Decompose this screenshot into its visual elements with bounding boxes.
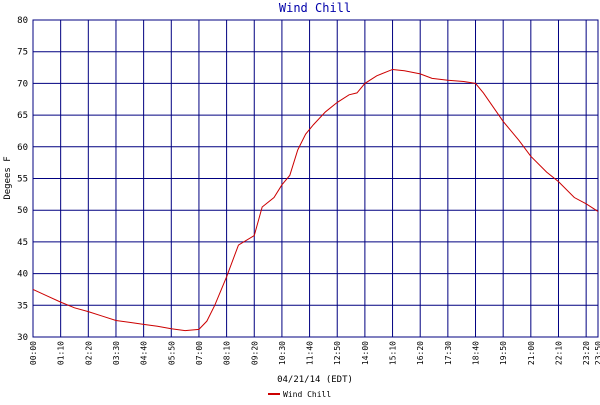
line — [32, 68, 599, 332]
x-tick-label: 01:10 — [57, 341, 66, 365]
x-tick-label: 11:40 — [306, 341, 315, 365]
x-tick-label: 18:40 — [472, 341, 481, 365]
x-tick-label: 14:00 — [361, 341, 370, 365]
y-tick-label: 75 — [17, 48, 28, 58]
legend-label: Wind Chill — [283, 390, 331, 399]
y-axis-label: Degees F — [3, 156, 13, 199]
y-tick-label: 80 — [17, 16, 28, 26]
x-tick-label: 04:40 — [140, 341, 149, 365]
x-tick-label: 00:00 — [29, 341, 38, 365]
x-tick-label: 03:30 — [112, 341, 121, 365]
x-tick-label: 21:00 — [527, 341, 536, 365]
x-tick-label: 17:30 — [444, 341, 453, 365]
x-tick-label: 09:20 — [250, 341, 259, 365]
y-tick-label: 60 — [17, 143, 28, 153]
x-tick-label: 10:30 — [278, 341, 287, 365]
x-tick-label: 05:50 — [167, 341, 176, 365]
y-tick-label: 50 — [17, 206, 28, 216]
x-tick-label: 22:10 — [554, 341, 563, 365]
y-tick-label: 35 — [17, 301, 28, 311]
plot-frame — [32, 19, 599, 338]
y-tick-label: 65 — [17, 111, 28, 121]
y-tick-label: 30 — [17, 333, 28, 343]
x-tick-label: 15:10 — [389, 341, 398, 365]
x-tick-label: 02:20 — [84, 341, 93, 365]
x-tick-label: 19:50 — [499, 341, 508, 365]
x-axis-label: 04/21/14 (EDT) — [277, 375, 353, 385]
x-tick-label: 12:50 — [333, 341, 342, 365]
y-tick-label: 45 — [17, 238, 28, 248]
x-tick-label: 23:20 — [582, 341, 591, 365]
y-tick-label: 55 — [17, 175, 28, 185]
x-tick-label: 23:50 — [594, 341, 600, 365]
x-tick-label: 08:10 — [223, 341, 232, 365]
chart-title: Wind Chill — [279, 1, 351, 15]
y-tick-label: 40 — [17, 270, 28, 280]
x-tick-label: 07:00 — [195, 341, 204, 365]
x-tick-label: 16:20 — [416, 341, 425, 365]
y-tick-label: 70 — [17, 79, 28, 89]
